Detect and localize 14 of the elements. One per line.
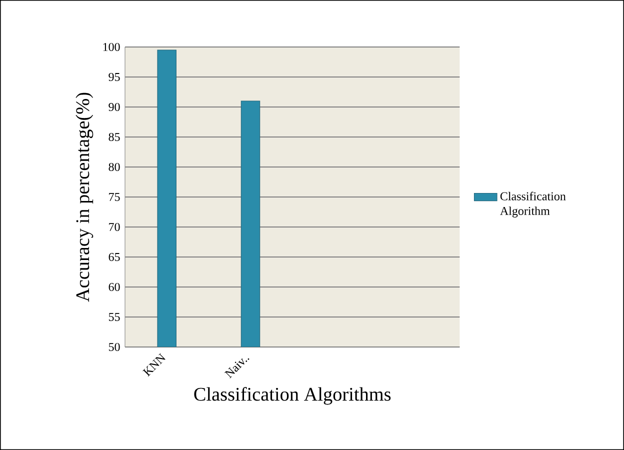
y-tick-label: 75 bbox=[109, 193, 120, 201]
y-tick-label: 100 bbox=[103, 42, 120, 52]
y-tick-label: 95 bbox=[108, 72, 120, 82]
y-tick-label: 85 bbox=[108, 132, 120, 142]
y-axis-title: Accuracy in percentage(%) bbox=[76, 92, 94, 302]
y-tick-label: 50 bbox=[108, 342, 120, 352]
y-tick-label: 70 bbox=[109, 222, 120, 232]
y-tick-label: 65 bbox=[108, 252, 120, 262]
y-tick-label: 60 bbox=[108, 282, 120, 292]
y-tick-label: 80 bbox=[108, 162, 120, 172]
y-tick-label: 55 bbox=[108, 313, 120, 321]
legend-label: Classification Algorithm bbox=[500, 192, 566, 218]
y-tick-label: 90 bbox=[108, 102, 120, 112]
x-axis-title: Classification Algorithms bbox=[194, 387, 391, 405]
